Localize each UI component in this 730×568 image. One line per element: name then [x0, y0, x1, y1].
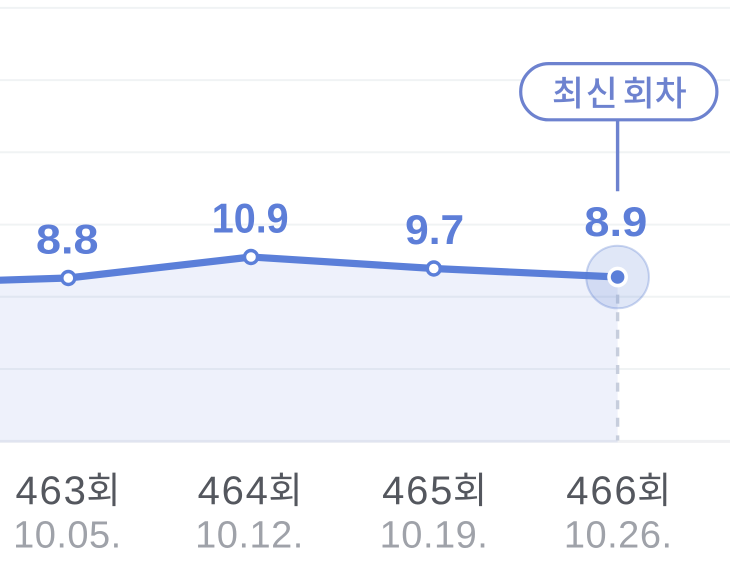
svg-text:10.19.: 10.19.	[380, 515, 489, 557]
svg-text:10.05.: 10.05.	[13, 515, 122, 557]
svg-text:463: 463	[16, 469, 88, 513]
svg-text:9.7: 9.7	[405, 206, 464, 253]
svg-text:8.8: 8.8	[36, 216, 99, 263]
svg-text:10.9: 10.9	[212, 194, 289, 241]
svg-text:10.12.: 10.12.	[195, 515, 304, 557]
svg-text:464: 464	[198, 469, 270, 513]
svg-text:465: 465	[382, 469, 454, 513]
svg-text:466: 466	[566, 469, 638, 513]
svg-text:10.26.: 10.26.	[564, 515, 673, 557]
svg-text:8.9: 8.9	[584, 198, 647, 245]
